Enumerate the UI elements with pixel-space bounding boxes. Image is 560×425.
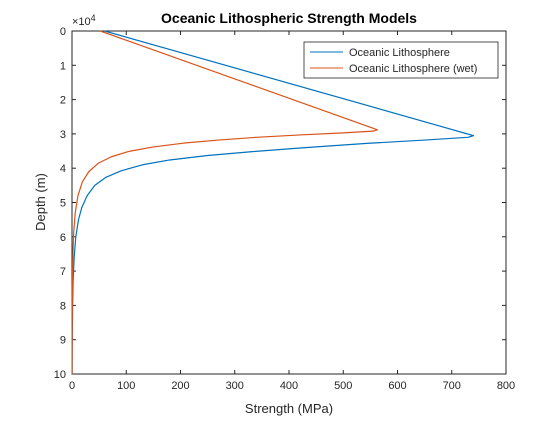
- y-exponent-base: ×10: [72, 16, 91, 28]
- series-layer: [71, 30, 475, 375]
- x-axis-label: Strength (MPa): [245, 401, 333, 416]
- y-tick-label: 1: [60, 60, 66, 72]
- chart-title: Oceanic Lithospheric Strength Models: [161, 10, 417, 26]
- y-tick-label: 10: [54, 369, 66, 381]
- y-tick-label: 2: [60, 95, 66, 107]
- y-tick-label: 7: [60, 266, 66, 278]
- y-tick-label: 9: [60, 335, 66, 347]
- x-tick-label: 200: [171, 380, 189, 392]
- legend: Oceanic Lithosphere Oceanic Lithosphere …: [303, 41, 499, 79]
- axes-box: [71, 30, 507, 375]
- x-axis-ticks: 0 100 200 300 400 500 600 700 800: [69, 31, 515, 392]
- x-tick-label: 500: [334, 380, 352, 392]
- legend-box: [303, 41, 499, 79]
- legend-label-oceanic-lithosphere: Oceanic Lithosphere: [349, 47, 450, 59]
- y-exponent-power: 4: [91, 13, 96, 23]
- y-tick-label: 5: [60, 198, 66, 210]
- y-axis-label: Depth (m): [33, 173, 48, 231]
- y-tick-label: 4: [60, 163, 66, 175]
- y-tick-label: 0: [60, 26, 66, 38]
- legend-label-oceanic-lithosphere-wet: Oceanic Lithosphere (wet): [349, 63, 477, 75]
- y-tick-label: 8: [60, 300, 66, 312]
- x-tick-label: 0: [69, 380, 75, 392]
- x-tick-label: 100: [117, 380, 135, 392]
- x-tick-label: 300: [226, 380, 244, 392]
- x-tick-label: 800: [497, 380, 515, 392]
- x-tick-label: 600: [388, 380, 406, 392]
- y-axis-exponent: ×104: [72, 13, 96, 28]
- series-line-1: [71, 30, 379, 375]
- y-tick-label: 6: [60, 232, 66, 244]
- y-tick-label: 3: [60, 129, 66, 141]
- series-line-0: [71, 30, 475, 375]
- x-tick-label: 400: [280, 380, 298, 392]
- x-tick-label: 700: [443, 380, 461, 392]
- y-axis-ticks: 0 1 2 3 4 5 6 7 8 9 10: [54, 26, 506, 381]
